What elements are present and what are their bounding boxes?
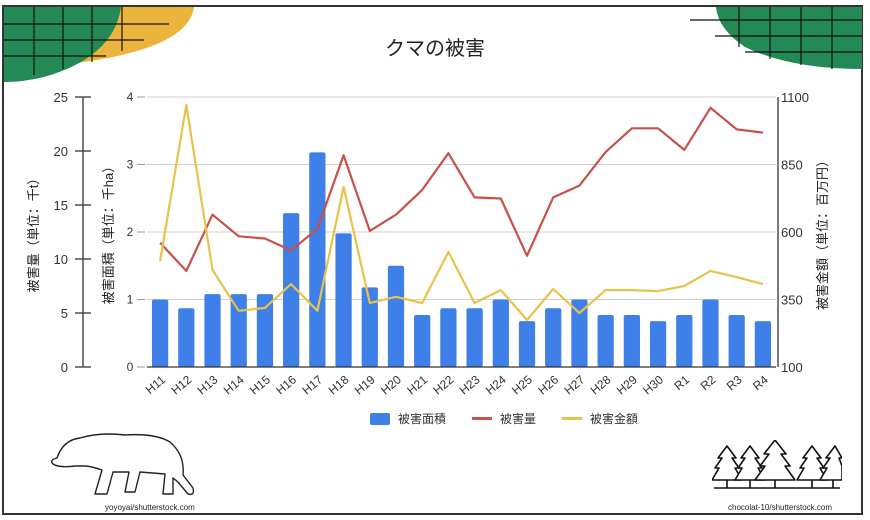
- bar-area: [545, 308, 562, 367]
- x-tick-label: H14: [221, 372, 247, 397]
- bar-area: [571, 299, 588, 367]
- left-inner-axis-title: 被害面積（単位：千ha）: [101, 160, 116, 304]
- bar-area: [754, 321, 772, 367]
- left-inner-tick-label: 0: [127, 360, 134, 374]
- legend-label: 被害面積: [398, 412, 447, 426]
- right-tick-label: 850: [781, 158, 803, 173]
- x-tick-label: H30: [640, 372, 666, 397]
- chart-frame: [2, 5, 863, 515]
- credit-left: yoyoyai/shutterstock.com: [105, 503, 195, 512]
- x-tick-label: H29: [614, 372, 640, 397]
- x-tick-label: R3: [724, 372, 745, 393]
- left-outer-tick-label: 5: [61, 306, 68, 321]
- x-tick-label: H13: [195, 372, 221, 397]
- x-tick-label: H24: [483, 372, 509, 397]
- left-outer-tick-label: 15: [54, 198, 68, 213]
- bar-area: [492, 299, 509, 367]
- left-outer-tick-label: 25: [54, 90, 68, 105]
- credit-right: chocolat-10/shutterstock.com: [728, 503, 833, 512]
- bar-area: [230, 294, 247, 367]
- bar-area: [151, 299, 169, 367]
- x-tick-label: H17: [299, 372, 325, 397]
- bear-icon: [50, 433, 195, 496]
- x-tick-label: H18: [326, 372, 352, 397]
- line-damage-money: [159, 103, 764, 322]
- bar-area: [597, 315, 614, 367]
- right-tick-label: 1100: [781, 90, 809, 105]
- left-outer-tick-label: 10: [54, 252, 68, 267]
- x-tick-label: R4: [750, 372, 771, 393]
- x-tick-label: H12: [168, 372, 194, 397]
- bar-area: [440, 308, 457, 367]
- left-outer-tick-label: 0: [61, 360, 68, 375]
- bar-area: [414, 315, 431, 367]
- x-tick-label: H11: [143, 372, 168, 397]
- bar-area: [204, 294, 221, 367]
- trees-icon: [712, 440, 842, 489]
- left-outer-axis-title: 被害量（単位：千t）: [26, 172, 41, 293]
- bar-area: [728, 315, 745, 367]
- x-tick-label: H19: [352, 372, 378, 397]
- bar-area: [256, 294, 274, 367]
- legend-label: 被害量: [500, 412, 537, 426]
- legend-label: 被害金額: [590, 412, 639, 426]
- x-tick-label: H22: [430, 372, 456, 397]
- chart-legend: 被害面積 被害量 被害金額: [370, 410, 638, 427]
- x-tick-label: H20: [378, 372, 404, 397]
- bar-area: [283, 213, 300, 367]
- bar-area: [466, 308, 483, 367]
- right-tick-label: 600: [781, 225, 803, 240]
- legend-swatch-line: [562, 417, 583, 420]
- corner-decoration-right: [690, 7, 862, 69]
- x-tick-label: R1: [671, 372, 692, 393]
- left-outer-tick-label: 20: [54, 144, 68, 159]
- legend-item-money[interactable]: 被害金額: [562, 410, 638, 427]
- bar-area: [649, 321, 667, 367]
- corner-decoration-left: [4, 7, 194, 82]
- legend-item-area[interactable]: 被害面積: [370, 410, 446, 427]
- legend-swatch-line: [472, 417, 493, 420]
- x-tick-label: H21: [404, 372, 430, 397]
- x-tick-label: H15: [247, 372, 273, 397]
- x-tick-label: R2: [698, 372, 719, 393]
- chart-title: クマの被害: [385, 36, 485, 60]
- right-tick-label: 100: [781, 360, 803, 375]
- x-tick-label: H16: [273, 372, 299, 397]
- x-tick-label: H28: [588, 372, 614, 397]
- bar-area: [178, 308, 195, 367]
- left-inner-tick-label: 1: [127, 293, 134, 307]
- bar-area: [702, 299, 719, 367]
- x-tick-label: H23: [457, 372, 483, 397]
- right-axis-title: 被害金額（単位：百万円）: [815, 154, 830, 310]
- bar-area: [518, 321, 536, 367]
- line-damage-amount: [159, 106, 764, 272]
- right-tick-label: 350: [781, 293, 803, 308]
- x-tick-label: H25: [509, 372, 535, 397]
- bar-area: [309, 152, 326, 367]
- bar-area: [335, 233, 352, 367]
- legend-item-amount[interactable]: 被害量: [472, 410, 536, 427]
- bar-area: [387, 265, 405, 367]
- left-inner-tick-label: 4: [127, 90, 134, 104]
- left-inner-tick-label: 2: [127, 225, 134, 239]
- legend-swatch-bar: [370, 412, 390, 425]
- bar-area: [676, 315, 693, 367]
- x-tick-label: H27: [562, 372, 588, 397]
- bar-area: [623, 315, 640, 367]
- bar-area: [361, 287, 378, 367]
- left-inner-tick-label: 3: [127, 158, 134, 172]
- x-tick-label: H26: [535, 372, 561, 397]
